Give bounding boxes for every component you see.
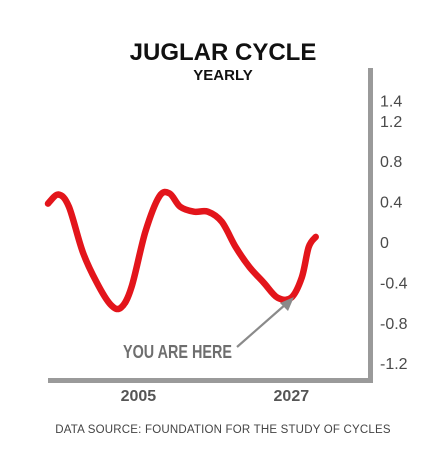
x-tick-labels: 2005 2027: [121, 388, 310, 405]
y-tick-label: 0.8: [380, 154, 402, 171]
chart-subtitle: YEARLY: [193, 67, 252, 84]
y-tick-label: 0.4: [380, 195, 402, 212]
series-line: [44, 188, 319, 313]
y-axis-line: [368, 68, 373, 382]
x-tick-label: 2027: [274, 388, 310, 405]
annotation-arrow-line: [236, 303, 287, 348]
data-source-note: DATA SOURCE: FOUNDATION FOR THE STUDY OF…: [55, 424, 391, 436]
y-tick-label: 1.2: [380, 114, 402, 131]
y-tick-label: -1.2: [380, 356, 408, 373]
y-tick-labels: 1.4 1.2 0.8 0.4 0 -0.4 -0.8 -1.2: [380, 94, 408, 374]
x-axis-line: [48, 378, 373, 383]
y-tick-label: -0.8: [380, 316, 408, 333]
annotation: YOU ARE HERE: [123, 297, 294, 362]
annotation-label: YOU ARE HERE: [123, 342, 232, 362]
x-tick-label: 2005: [121, 388, 157, 405]
chart-title: JUGLAR CYCLE: [130, 39, 317, 66]
y-tick-label: 1.4: [380, 94, 402, 111]
y-tick-label: -0.4: [380, 275, 408, 292]
y-tick-label: 0: [380, 235, 389, 252]
annotation-arrow-head: [280, 297, 294, 311]
